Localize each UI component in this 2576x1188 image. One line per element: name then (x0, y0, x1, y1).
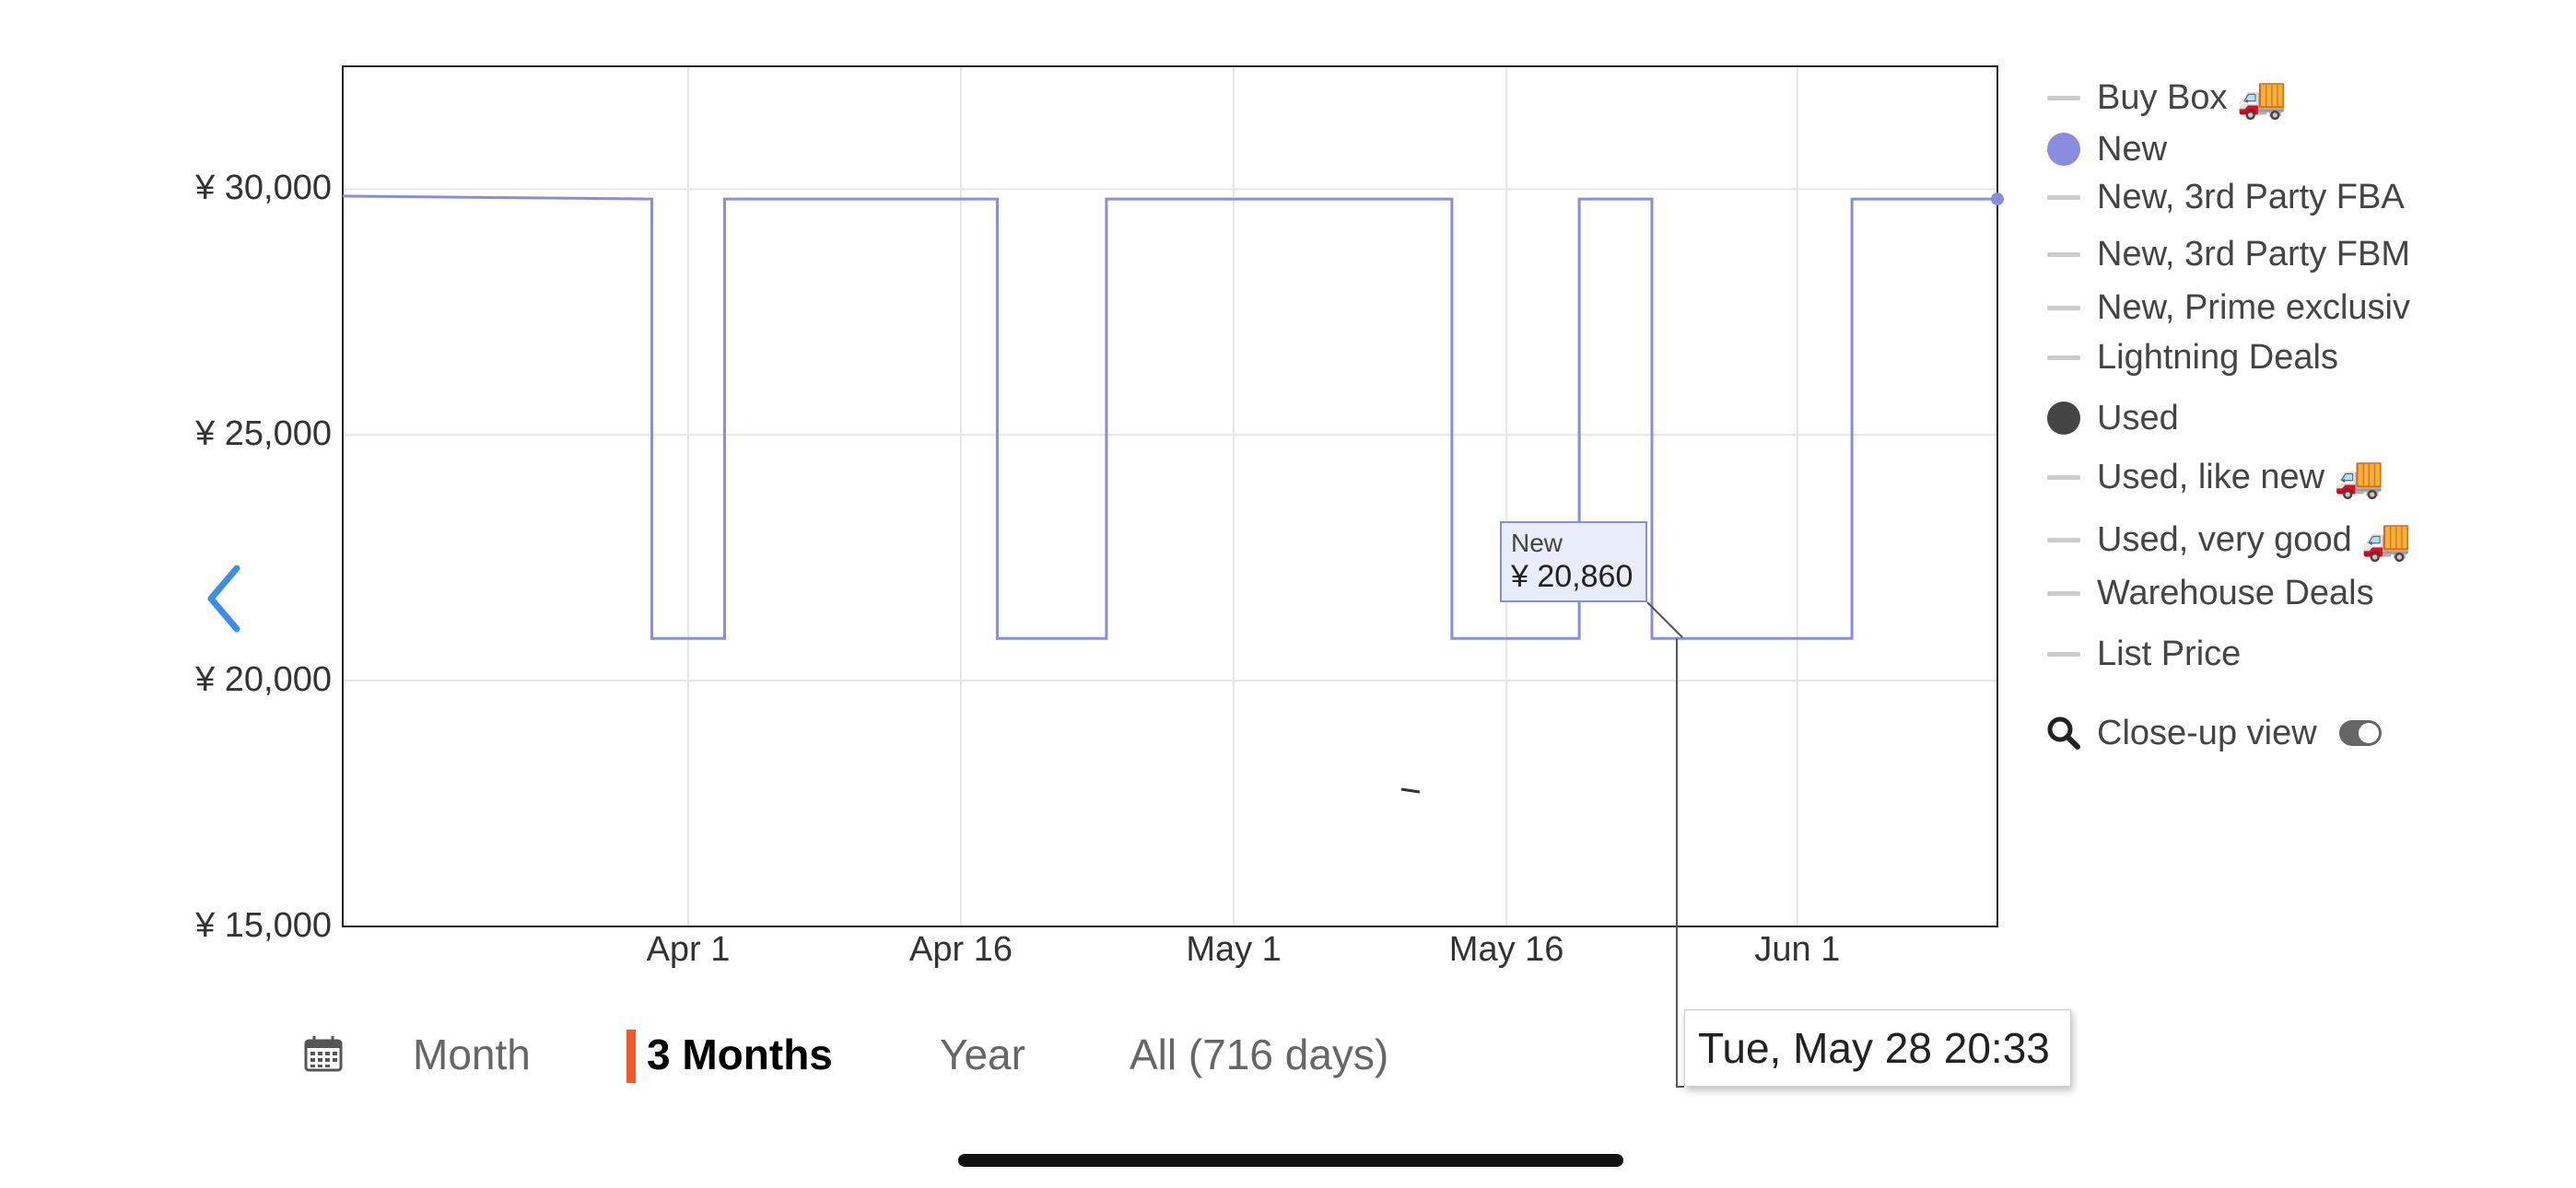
stray-mark (1400, 787, 1421, 794)
range-option[interactable]: All (716 days) (1130, 1031, 1389, 1078)
hover-date-label: Tue, May 28 20:33 (1684, 1009, 2071, 1087)
legend-item[interactable]: Used, very good 🚚 (2045, 516, 2432, 564)
delivery-truck-icon: 🚚 (2360, 518, 2412, 563)
legend-label: Buy Box (2097, 77, 2228, 117)
legend-dash-icon (2045, 537, 2082, 542)
y-tick-label: ¥ 20,000 (195, 660, 332, 700)
legend-label: List Price (2097, 634, 2242, 673)
legend-dash-icon (2045, 305, 2082, 310)
x-tick-label: Apr 1 (646, 930, 731, 969)
legend-label: Used, like new (2097, 457, 2325, 496)
legend-label: New, 3rd Party FBM (2097, 234, 2410, 274)
legend-dash-icon (2045, 474, 2082, 480)
legend-dash-icon (2045, 95, 2082, 100)
legend-item[interactable]: Lightning Deals (2045, 333, 2432, 381)
tooltip-connector (1646, 601, 1683, 638)
chevron-left-icon[interactable] (198, 557, 253, 640)
y-tick-label: ¥ 15,000 (195, 906, 332, 945)
calendar-icon[interactable] (304, 1035, 343, 1072)
legend-item[interactable]: Used, like new 🚚 (2045, 453, 2432, 501)
legend-dot-icon (2045, 402, 2082, 435)
time-range-bar: Month 3 Months Year All (716 days) (295, 1022, 1493, 1087)
closeup-label: Close-up view (2097, 713, 2317, 752)
legend-label: New, Prime exclusiv (2097, 287, 2410, 327)
legend-dash-icon (2045, 251, 2082, 257)
legend-label: Lightning Deals (2097, 337, 2338, 377)
legend-label: Warehouse Deals (2097, 573, 2374, 612)
legend-dash-icon (2045, 590, 2082, 596)
legend-item[interactable]: List Price (2045, 630, 2432, 678)
search-icon (2045, 716, 2082, 751)
x-tick-label: Jun 1 (1754, 930, 1841, 969)
tooltip-series: New (1511, 529, 1563, 557)
hover-crosshair (1676, 638, 1684, 1088)
y-tick-label: ¥ 25,000 (195, 414, 332, 454)
range-option[interactable]: 3 Months (626, 1022, 833, 1087)
legend-item[interactable]: Used (2045, 394, 2432, 442)
closeup-toggle-switch[interactable] (2338, 720, 2382, 746)
plot-frame (342, 65, 1998, 927)
legend-item[interactable]: Buy Box 🚚 (2045, 74, 2432, 122)
range-option[interactable]: Month (413, 1031, 531, 1078)
legend-item[interactable]: New, 3rd Party FBA (2045, 173, 2432, 221)
delivery-truck-icon: 🚚 (2236, 76, 2288, 121)
delivery-truck-icon: 🚚 (2334, 455, 2384, 500)
series-end-marker (1991, 192, 2004, 206)
home-indicator (958, 1154, 1623, 1167)
closeup-view-toggle[interactable]: Close-up view (2045, 709, 2432, 757)
legend-item[interactable]: New, 3rd Party FBM (2045, 230, 2432, 278)
legend-label: New, 3rd Party FBA (2097, 177, 2405, 216)
x-tick-label: May 1 (1186, 930, 1282, 969)
tooltip-value: ¥ 20,860 (1511, 559, 1633, 594)
legend-label: New (2097, 129, 2168, 169)
legend-item[interactable]: New (2045, 125, 2432, 173)
legend-dash-icon (2045, 355, 2082, 360)
legend-dash-icon (2045, 194, 2082, 200)
legend-item[interactable]: New, Prime exclusiv (2045, 284, 2432, 332)
legend-label: Used (2097, 398, 2179, 437)
y-tick-label: ¥ 30,000 (195, 169, 332, 208)
series-new-line (342, 194, 1997, 640)
legend-dot-icon (2045, 133, 2082, 166)
x-tick-label: May 16 (1448, 930, 1564, 969)
value-tooltip: New ¥ 20,860 (1500, 521, 1647, 602)
range-option[interactable]: Year (940, 1031, 1025, 1078)
legend-dash-icon (2045, 651, 2082, 657)
x-tick-label: Apr 16 (909, 930, 1013, 969)
legend-label: Used, very good (2097, 519, 2352, 559)
legend-item[interactable]: Warehouse Deals (2045, 569, 2432, 617)
